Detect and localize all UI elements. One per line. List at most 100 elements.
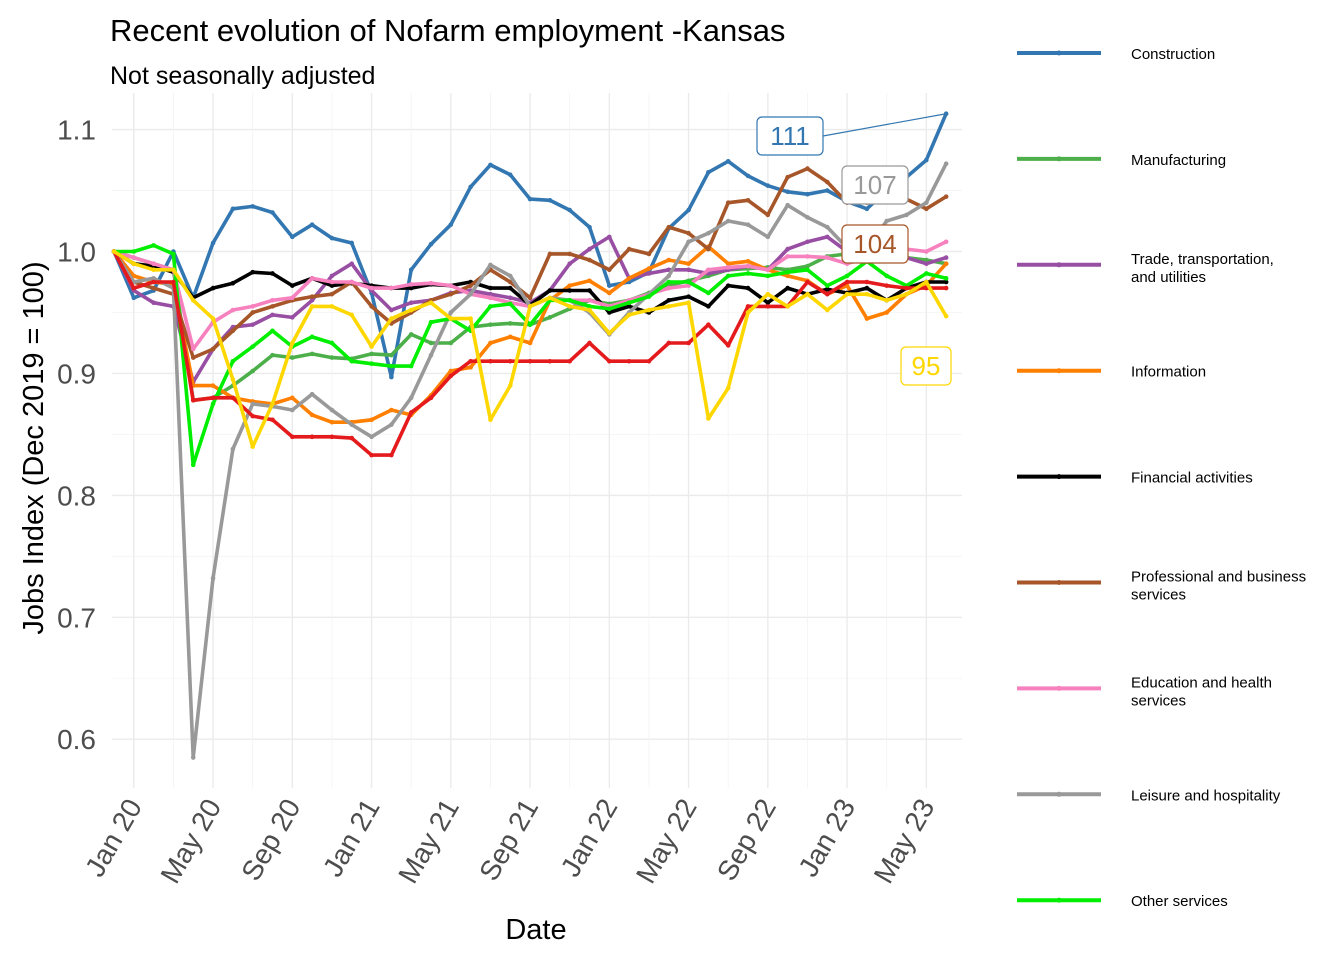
grid — [112, 93, 962, 788]
data-point — [329, 304, 335, 309]
data-point — [290, 283, 295, 288]
data-point — [210, 395, 216, 401]
data-point — [884, 218, 890, 224]
data-point — [448, 373, 454, 379]
data-point — [607, 306, 612, 312]
data-point — [131, 261, 137, 267]
data-point — [805, 215, 810, 220]
data-point — [765, 183, 771, 188]
data-point — [824, 179, 830, 185]
data-point — [507, 321, 513, 326]
data-point — [626, 276, 632, 281]
data-point — [270, 401, 275, 407]
y-tick-label: 1.0 — [57, 237, 96, 268]
legend-label: Financial activities — [1131, 470, 1253, 487]
data-point — [785, 254, 790, 259]
data-point — [785, 269, 790, 275]
data-point — [864, 291, 870, 297]
data-point — [884, 310, 890, 315]
legend-key-point — [1056, 897, 1062, 903]
end-labels: 111 104 107 95 — [756, 113, 952, 386]
data-point — [309, 304, 315, 309]
data-point — [745, 197, 751, 203]
data-point — [468, 316, 473, 321]
legend-item: Trade, transportation, and utilities — [1017, 251, 1274, 286]
data-point — [428, 340, 434, 346]
data-point — [745, 304, 751, 309]
x-tick-label: Jan 23 — [792, 794, 861, 882]
data-point — [250, 204, 255, 209]
data-point — [824, 234, 830, 240]
legend-label: Construction — [1131, 46, 1215, 63]
data-point — [587, 278, 592, 284]
data-point — [765, 300, 771, 306]
x-tick-label: Jan 21 — [317, 794, 386, 882]
data-point — [785, 304, 790, 309]
data-point — [666, 297, 672, 303]
x-tick-label: Sep 22 — [711, 794, 782, 886]
legend-key-point — [1056, 156, 1062, 162]
data-point — [547, 251, 553, 257]
chart-title: Recent evolution of Nofarm employment -K… — [110, 13, 785, 48]
data-point — [210, 316, 216, 321]
data-point — [369, 304, 374, 309]
data-point — [666, 224, 672, 230]
data-point — [666, 279, 672, 285]
data-point — [626, 300, 632, 306]
end-label-text: 95 — [912, 351, 941, 381]
data-point — [686, 294, 691, 299]
data-point — [607, 283, 612, 288]
data-point — [745, 222, 751, 227]
data-point — [824, 307, 830, 313]
data-point — [587, 224, 592, 230]
data-point — [686, 279, 691, 285]
end-label-box — [841, 165, 909, 205]
legend-label: Leisure and hospitality — [1131, 787, 1281, 804]
data-point — [389, 307, 394, 313]
data-point — [408, 267, 414, 273]
data-point — [290, 295, 295, 301]
data-point — [706, 322, 711, 327]
y-tick-label: 1.1 — [57, 115, 96, 146]
data-point — [745, 285, 751, 291]
data-point — [448, 283, 454, 288]
data-point — [171, 251, 176, 257]
data-point — [349, 279, 355, 285]
data-point — [389, 422, 394, 427]
data-point — [587, 288, 592, 293]
data-point — [290, 395, 295, 401]
data-point — [190, 462, 196, 468]
legend-label: Education and health services — [1131, 674, 1272, 709]
data-point — [408, 300, 414, 306]
data-point — [468, 365, 473, 370]
data-point — [864, 279, 870, 285]
data-point — [884, 297, 890, 303]
data-point — [844, 273, 850, 279]
data-point — [131, 255, 137, 260]
x-tick-label: May 23 — [868, 794, 941, 889]
data-point — [666, 257, 672, 263]
data-point — [646, 358, 652, 364]
data-point — [468, 184, 473, 190]
data-point — [686, 340, 691, 346]
data-point — [507, 383, 513, 388]
data-point — [230, 280, 236, 286]
data-point — [507, 334, 513, 340]
x-tick-label: May 21 — [392, 794, 465, 889]
data-point — [488, 291, 493, 297]
data-point — [864, 285, 870, 291]
data-point — [131, 285, 137, 291]
data-point — [824, 255, 830, 260]
end-label-text: 111 — [770, 121, 810, 151]
y-tick-label: 0.8 — [57, 480, 96, 511]
data-point — [369, 285, 374, 291]
data-point — [448, 316, 454, 321]
data-point — [765, 267, 771, 273]
data-point — [171, 267, 176, 273]
legend-label: Other services — [1131, 893, 1228, 910]
data-point — [349, 240, 355, 246]
end-label-text: 104 — [853, 229, 896, 259]
data-point — [488, 262, 493, 268]
data-point — [547, 288, 553, 293]
